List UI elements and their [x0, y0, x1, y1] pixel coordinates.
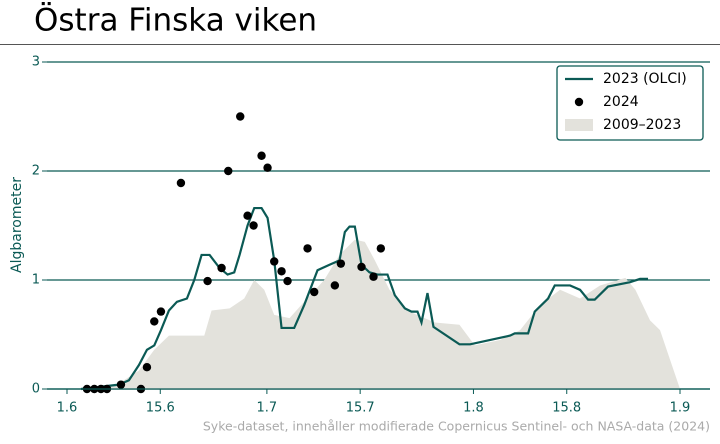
point [283, 276, 292, 286]
point [203, 276, 212, 286]
legend-label: 2009–2023 [603, 117, 681, 133]
x-tick-label: 1.7 [257, 401, 278, 416]
x-tick-label: 15.7 [346, 401, 375, 416]
point [270, 257, 279, 266]
point [236, 112, 245, 121]
x-tick-label: 15.6 [146, 401, 175, 416]
chart-title: Östra Finska viken [34, 2, 317, 39]
legend-swatch [574, 97, 584, 107]
x-tick-label: 1.8 [463, 401, 484, 416]
x-tick-label: 15.8 [552, 401, 581, 416]
data-layer [80, 112, 681, 394]
point [257, 151, 266, 160]
point [217, 263, 226, 273]
point [142, 363, 152, 372]
legend-label: 2023 (OLCI) [603, 71, 687, 87]
point [309, 287, 319, 297]
point [249, 221, 258, 230]
x-tick-label: 1.6 [57, 401, 78, 416]
y-tick-label: 1 [32, 273, 40, 288]
point [224, 166, 233, 176]
area [94, 239, 681, 389]
x-tick-label: 1.9 [670, 401, 691, 416]
point [336, 259, 346, 268]
point [357, 262, 366, 272]
y-tick-label: 0 [32, 382, 40, 397]
legend-swatch [565, 119, 593, 131]
point [263, 163, 272, 172]
legend-box [556, 65, 704, 141]
point [303, 244, 312, 253]
legend-label: 2024 [603, 94, 639, 110]
y-tick-label: 3 [32, 55, 40, 70]
y-axis-label: Algbarometer [9, 177, 25, 273]
point [116, 380, 126, 389]
point [156, 307, 166, 316]
point [330, 281, 340, 290]
point [376, 244, 386, 253]
source-note: Syke-dataset, innehåller modifierade Cop… [203, 419, 710, 434]
point [369, 272, 378, 281]
point [176, 178, 186, 188]
point [277, 267, 286, 276]
line [80, 206, 649, 391]
point [150, 317, 159, 326]
point [243, 211, 252, 220]
y-tick-label: 2 [32, 164, 40, 179]
